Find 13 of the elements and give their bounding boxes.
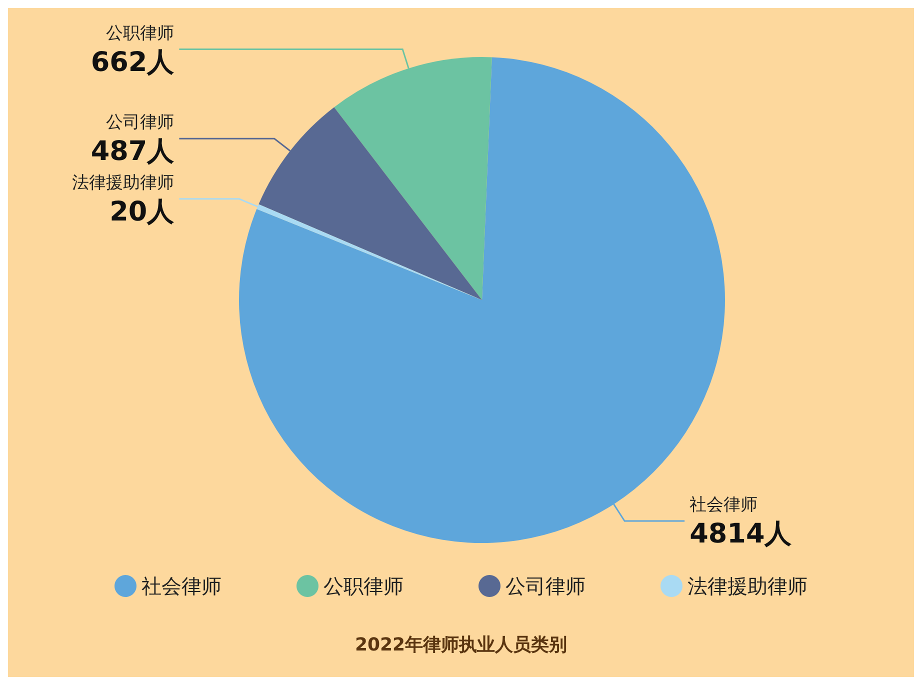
legend-label: 公司律师 xyxy=(506,574,586,598)
slice-label: 公司律师 xyxy=(106,112,174,133)
data-label: 662人 xyxy=(90,46,176,78)
data-label: 20人 xyxy=(110,196,176,228)
legend-label: 法律援助律师 xyxy=(688,574,808,598)
text: 2022年律师执业人员类别 xyxy=(354,634,568,656)
slice-label: 公职律师 xyxy=(106,23,174,44)
data-label: 487人 xyxy=(90,136,176,168)
data-label: 4814人 xyxy=(690,518,793,550)
legend-label: 公职律师 xyxy=(324,574,404,598)
slice-label: 社会律师 xyxy=(690,494,758,515)
slice-label: 法律援助律师 xyxy=(72,172,174,193)
legend-label: 社会律师 xyxy=(142,574,222,598)
